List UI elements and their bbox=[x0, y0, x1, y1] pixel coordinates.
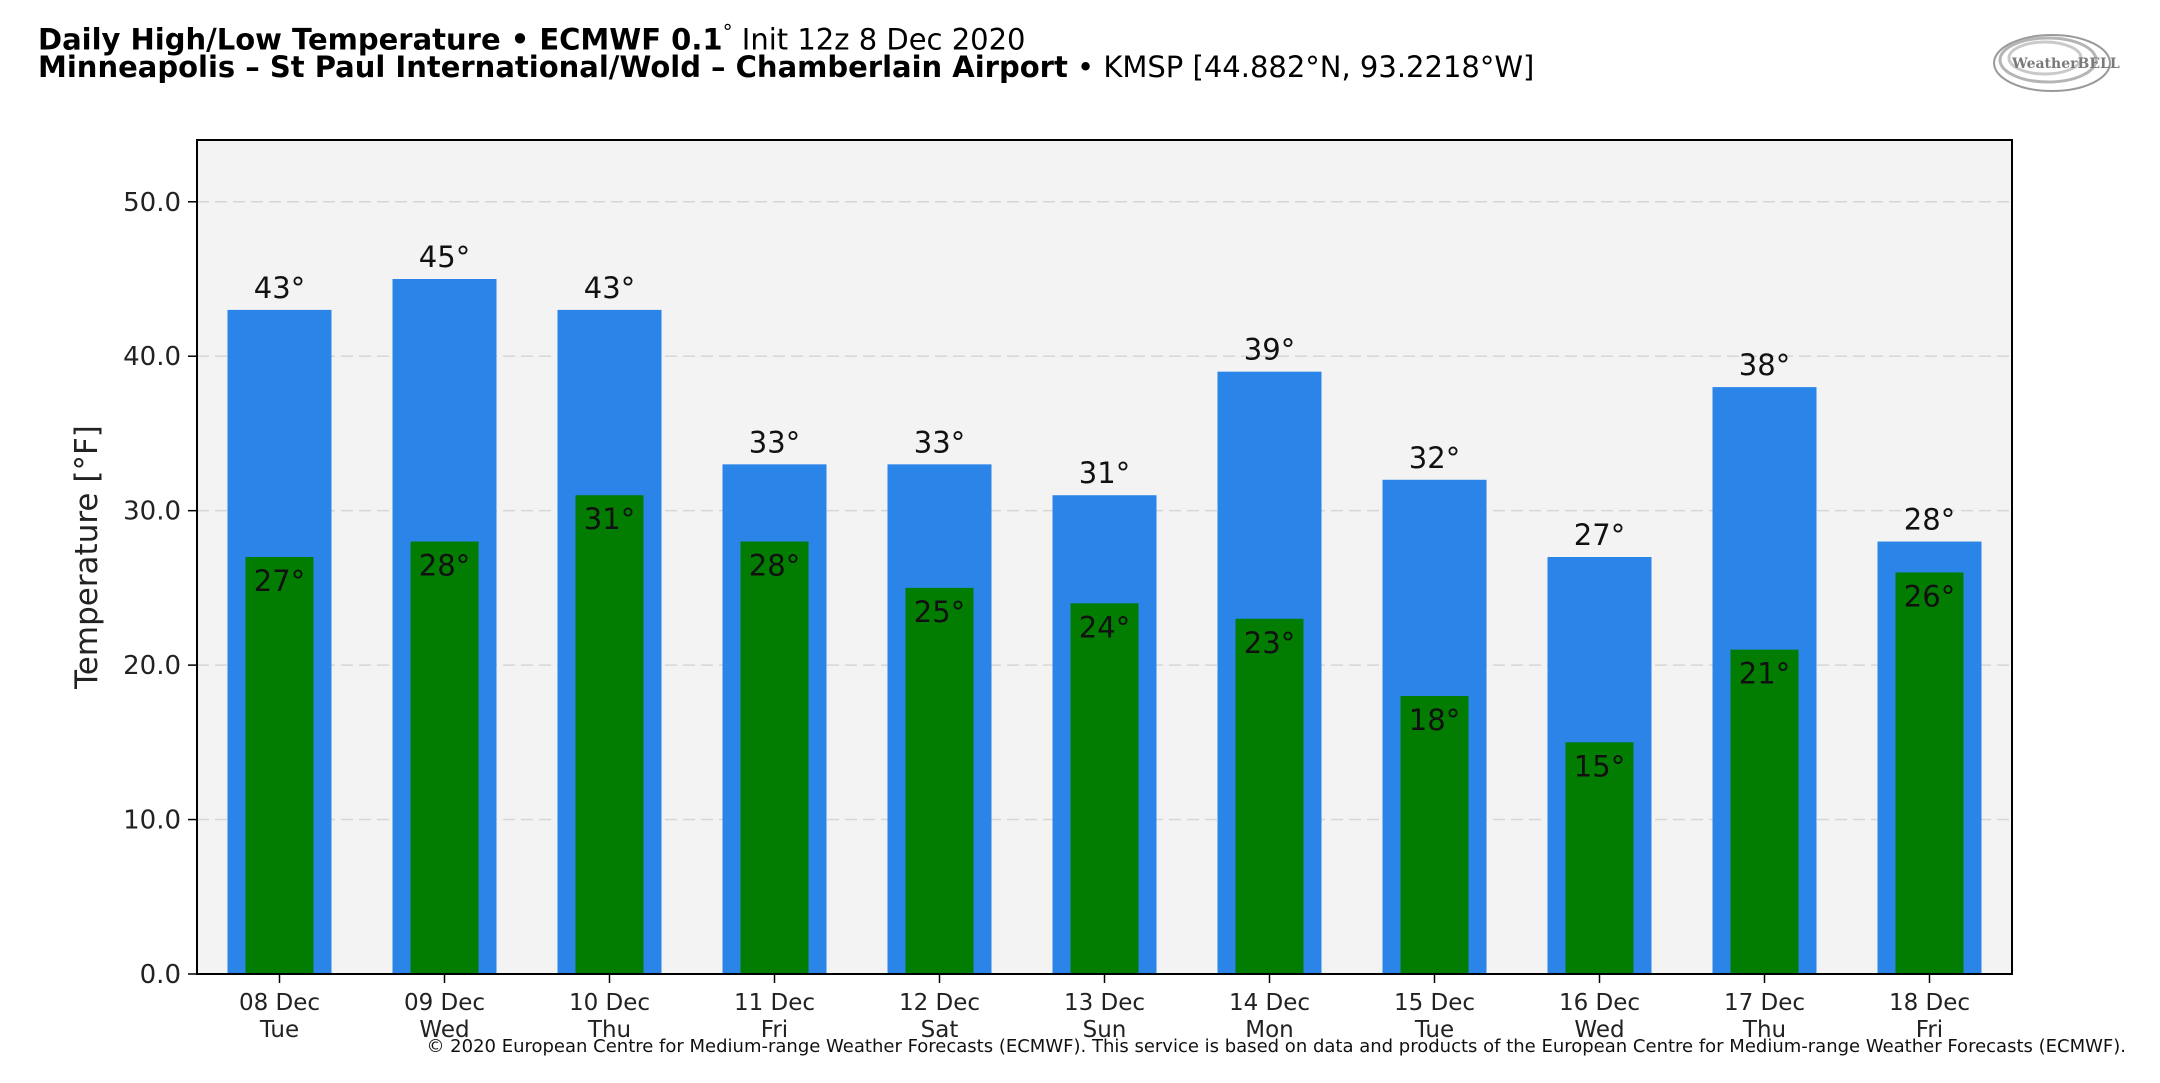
high-temp-label: 31° bbox=[1079, 456, 1130, 490]
low-temp-label: 15° bbox=[1574, 749, 1625, 783]
high-temp-label: 45° bbox=[419, 240, 470, 274]
low-temp-label: 26° bbox=[1904, 579, 1955, 613]
x-tick-weekday: Wed bbox=[419, 1017, 469, 1043]
x-tick-weekday: Fri bbox=[1916, 1017, 1943, 1043]
chart-title: Daily High/Low Temperature • ECMWF 0.1° … bbox=[38, 20, 1026, 57]
low-temp-bar bbox=[1895, 572, 1964, 974]
x-tick-date: 09 Dec bbox=[404, 990, 485, 1016]
x-tick-date: 11 Dec bbox=[734, 990, 815, 1016]
x-tick-date: 17 Dec bbox=[1724, 990, 1805, 1016]
x-tick-date: 16 Dec bbox=[1559, 990, 1640, 1016]
x-tick-weekday: Mon bbox=[1245, 1017, 1294, 1043]
station-name: Minneapolis – St Paul International/Wold… bbox=[38, 50, 1068, 84]
high-temp-label: 43° bbox=[584, 271, 635, 305]
x-tick-date: 08 Dec bbox=[239, 990, 320, 1016]
low-temp-label: 31° bbox=[584, 502, 635, 536]
x-tick-weekday: Thu bbox=[1742, 1017, 1786, 1043]
low-temp-label: 21° bbox=[1739, 657, 1790, 691]
plot-frame bbox=[196, 139, 2013, 975]
x-tick-date: 12 Dec bbox=[899, 990, 980, 1016]
low-temp-bar bbox=[1070, 603, 1139, 974]
station-coords: • KMSP [44.882°N, 93.2218°W] bbox=[1067, 50, 1535, 84]
high-temp-label: 38° bbox=[1739, 348, 1790, 382]
y-tick-label: 40.0 bbox=[123, 342, 181, 372]
low-temp-label: 24° bbox=[1079, 610, 1130, 644]
x-tick-weekday: Tue bbox=[1414, 1017, 1454, 1043]
x-tick-date: 18 Dec bbox=[1889, 990, 1970, 1016]
weatherbell-logo-icon: WeatherBELL bbox=[1993, 34, 2120, 92]
y-axis-label: Temperature [°F] bbox=[69, 425, 105, 690]
low-temp-bar bbox=[1730, 649, 1799, 974]
x-tick-weekday: Tue bbox=[259, 1017, 299, 1043]
low-temp-label: 25° bbox=[914, 595, 965, 629]
high-temp-label: 33° bbox=[914, 425, 965, 459]
low-temp-bar bbox=[905, 587, 974, 974]
logo-text: WeatherBELL bbox=[2011, 56, 2120, 72]
chart-subtitle: Minneapolis – St Paul International/Wold… bbox=[38, 50, 1534, 84]
chart-title-degree: ° bbox=[722, 20, 733, 44]
x-tick-weekday: Wed bbox=[1574, 1017, 1624, 1043]
y-tick-label: 0.0 bbox=[140, 960, 181, 990]
low-temp-label: 28° bbox=[749, 549, 800, 583]
low-temp-bar bbox=[245, 557, 314, 974]
x-tick-weekday: Sat bbox=[921, 1017, 959, 1043]
copyright-footer: © 2020 European Centre for Medium-range … bbox=[426, 1036, 2126, 1057]
x-tick-weekday: Thu bbox=[587, 1017, 631, 1043]
low-temp-label: 18° bbox=[1409, 703, 1460, 737]
high-temp-label: 27° bbox=[1574, 518, 1625, 552]
high-temp-label: 39° bbox=[1244, 333, 1295, 367]
low-temp-label: 28° bbox=[419, 549, 470, 583]
low-temp-bar bbox=[410, 541, 479, 974]
low-temp-bar bbox=[1565, 742, 1634, 974]
high-temp-label: 33° bbox=[749, 425, 800, 459]
x-tick-weekday: Fri bbox=[761, 1017, 788, 1043]
low-temp-bar bbox=[1235, 618, 1304, 974]
high-temp-label: 28° bbox=[1904, 503, 1955, 537]
low-temp-bar bbox=[575, 495, 644, 974]
y-tick-label: 30.0 bbox=[123, 497, 181, 527]
chart-title-init: Init 12z 8 Dec 2020 bbox=[732, 22, 1026, 57]
x-tick-date: 13 Dec bbox=[1064, 990, 1145, 1016]
chart-title-bold: Daily High/Low Temperature • ECMWF 0.1 bbox=[38, 22, 723, 57]
low-temp-label: 27° bbox=[254, 564, 305, 598]
y-tick-label: 20.0 bbox=[123, 651, 181, 681]
low-temp-label: 23° bbox=[1244, 626, 1295, 660]
high-temp-label: 32° bbox=[1409, 441, 1460, 475]
high-temp-label: 43° bbox=[254, 271, 305, 305]
low-temp-bar bbox=[740, 541, 809, 974]
x-tick-date: 10 Dec bbox=[569, 990, 650, 1016]
y-tick-label: 10.0 bbox=[123, 806, 181, 836]
x-tick-date: 14 Dec bbox=[1229, 990, 1310, 1016]
low-temp-bar bbox=[1400, 696, 1469, 974]
y-tick-label: 50.0 bbox=[123, 188, 181, 218]
x-tick-weekday: Sun bbox=[1083, 1017, 1127, 1043]
x-tick-date: 15 Dec bbox=[1394, 990, 1475, 1016]
